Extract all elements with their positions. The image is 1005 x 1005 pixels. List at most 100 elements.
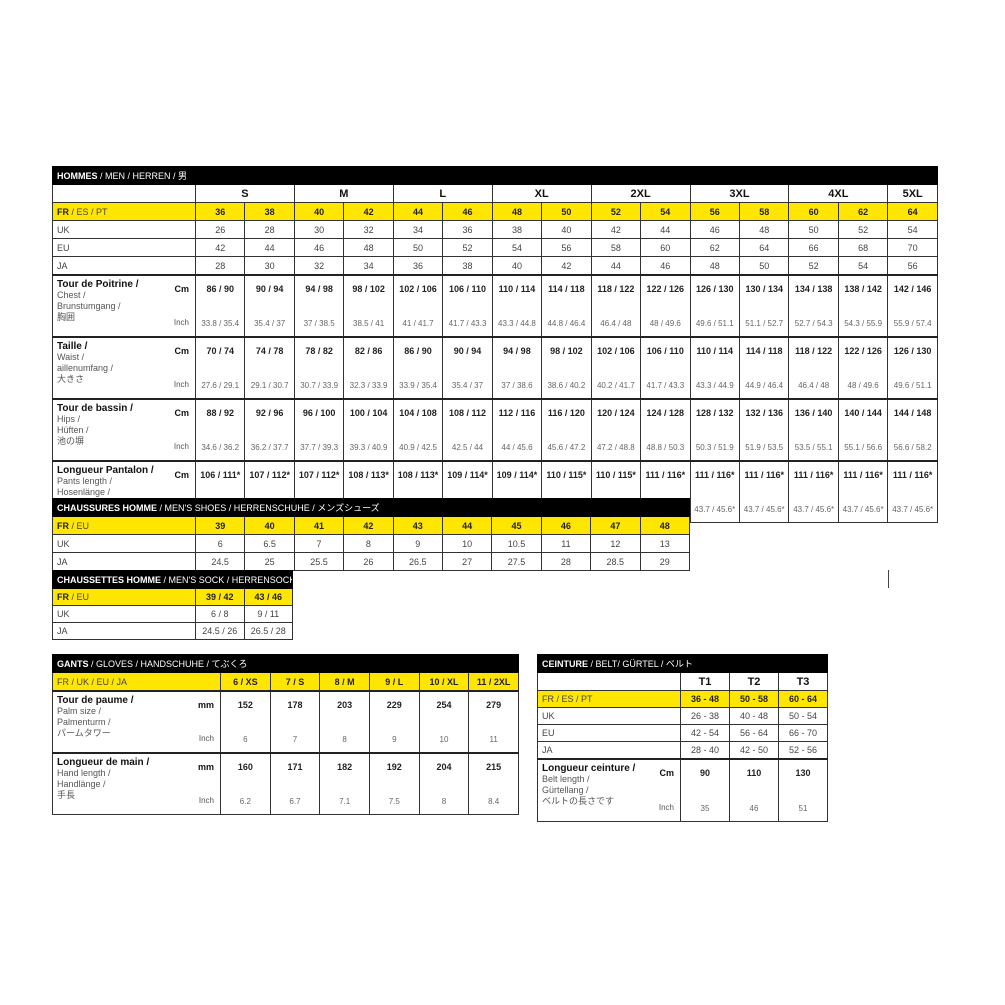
measurement-cell: 82 / 86 32.3 / 33.9 <box>343 336 394 400</box>
size-group-3xl: 3XL <box>689 184 790 203</box>
value-primary: 82 / 86 <box>354 346 383 356</box>
measurement-title: Longueur ceinture / <box>542 763 636 774</box>
size-cell: 58 <box>590 238 642 257</box>
value-secondary: 51 <box>798 804 808 813</box>
size-cell: 24.5 / 26 <box>195 622 245 640</box>
measurement-cell: 98 / 102 38.5 / 41 <box>343 274 394 338</box>
value-primary: 229 <box>386 700 402 710</box>
value-primary: 90 <box>699 768 710 778</box>
size-cell: 38 <box>491 220 543 239</box>
measurement-translation: Hüften / <box>57 425 89 435</box>
row-label-text: / ES / PT <box>69 206 108 217</box>
size-cell: 36 <box>194 202 246 221</box>
section-header: GANTS / GLOVES / HANDSCHUHE / てぶくろ <box>52 654 519 673</box>
measurement-cell: 136 / 140 53.5 / 55.1 <box>788 398 839 462</box>
size-cell: 46 <box>540 516 592 535</box>
value-secondary: 41 / 41.7 <box>402 319 434 328</box>
measurement-cell: 182 7.1 <box>319 752 370 815</box>
row-label: FR / EU <box>52 588 196 606</box>
size-cell: 48 <box>639 516 691 535</box>
row-label-bold: FR <box>57 206 69 217</box>
unit-label-primary: Cm <box>174 346 189 356</box>
measurement-cell: 112 / 116 44 / 45.6 <box>491 398 543 462</box>
size-cell: 58 <box>738 202 790 221</box>
measurement-cell: 138 / 142 54.3 / 55.9 <box>837 274 889 338</box>
section-title: GANTS / GLOVES / HANDSCHUHE / てぶくろ <box>52 654 519 673</box>
size-cell: 9 / 11 <box>243 605 293 623</box>
measurement-cell: 86 / 90 33.8 / 35.4 <box>194 274 246 338</box>
value-secondary: 37 / 38.6 <box>501 381 533 390</box>
measurement-translation: Waist / <box>57 352 85 362</box>
value-primary: 106 / 111* <box>200 470 241 480</box>
size-group-row: S M L XL 2XL 3XL 4XL 5XL <box>52 184 938 203</box>
measurement-cell: 130 / 134 51.1 / 52.7 <box>738 274 790 338</box>
unit-label-secondary: Inch <box>173 380 189 389</box>
section-title-bold: GANTS <box>57 659 89 669</box>
unit-label-secondary: Inch <box>658 803 674 812</box>
value-secondary: 44 / 45.6 <box>501 443 533 452</box>
measurement-cell: 92 / 96 36.2 / 37.7 <box>244 398 295 462</box>
value-primary: 107 / 112* <box>249 470 290 480</box>
value-primary: 111 / 116* <box>793 470 834 480</box>
size-group-s: S <box>195 184 295 203</box>
measurement-cell: 116 / 120 45.6 / 47.2 <box>541 398 592 462</box>
size-cell: 32 <box>293 256 345 276</box>
size-cell: 70 <box>887 238 938 257</box>
measurement-cell: 90 / 94 35.4 / 37 <box>244 274 295 338</box>
size-group-l: L <box>392 184 493 203</box>
size-cell: 30 <box>293 220 345 239</box>
measurement-row: Tour de Poitrine / Chest / Brunstumgang / 胸… <box>52 274 938 338</box>
measurement-cell: 110 46 <box>729 758 779 822</box>
measurement-cell: 102 / 106 40.2 / 41.7 <box>590 336 642 400</box>
men-size-table: HOMMES / MEN / HERREN / 男 S M L XL 2XL 3XL 4XL 5… <box>52 166 938 523</box>
value-secondary: 38.5 / 41 <box>353 319 385 328</box>
value-primary: 111 / 116* <box>694 470 735 480</box>
measurement-translation: Brunstumgang / <box>57 301 121 311</box>
size-cell: 10.5 <box>491 534 542 553</box>
value-secondary: 43.7 / 45.6* <box>892 505 934 514</box>
size-cell: 46 <box>689 220 740 239</box>
measurement-translation: パームタワー <box>57 728 111 738</box>
section-title: CHAUSSURES HOMME / MEN'S SHOES / HERRENS… <box>52 498 690 517</box>
value-primary: 109 / 114* <box>496 470 538 480</box>
size-cell: 40 <box>244 516 295 535</box>
size-group-blank <box>52 184 196 203</box>
size-cell: 6.5 <box>244 534 295 553</box>
size-cell: 64 <box>738 238 790 257</box>
size-cell: 28 <box>244 220 295 239</box>
measurement-translation: 池の塀 <box>57 436 85 446</box>
size-cell: 34 <box>343 256 394 276</box>
value-primary: 88 / 92 <box>206 408 234 418</box>
measurement-cell: 279 11 <box>468 690 519 754</box>
size-cell: 42 <box>194 238 246 257</box>
value-secondary: 55.1 / 56.6 <box>844 443 883 452</box>
value-primary: 182 <box>337 762 353 772</box>
measurement-translation: 大きさ <box>57 374 85 384</box>
unit-label-secondary: Inch <box>198 796 214 805</box>
measurement-row: Tour de bassin / Hips / Hüften / 池の塀 Cm Inch 8… <box>52 398 938 462</box>
value-secondary: 33.8 / 35.4 <box>201 319 240 328</box>
size-cell: 24.5 <box>194 552 246 571</box>
size-group-5xl: 5XL <box>887 184 938 203</box>
belt-size-table: CEINTURE / BELT/ GÜRTEL / ベルト T1 T2 T3 FR / … <box>537 654 828 822</box>
value-secondary: 40.2 / 41.7 <box>596 381 635 390</box>
measurement-cell: 100 / 104 39.3 / 40.9 <box>343 398 394 462</box>
value-secondary: 8 <box>441 797 447 806</box>
value-secondary: 48 / 49.6 <box>847 381 879 390</box>
unit-label-primary: mm <box>197 762 214 772</box>
conversion-row: UK 26 28 30 32 34 36 38 40 42 44 46 48 50 52 54 <box>52 220 938 239</box>
size-cell: 8 <box>343 534 394 553</box>
section-title: CHAUSSETTES HOMME / MEN'S SOCK / HERRENS… <box>52 570 293 589</box>
row-label: FR / ES / PT <box>52 202 196 221</box>
value-primary: 126 / 130 <box>695 284 734 294</box>
value-secondary: 34.6 / 36.2 <box>201 443 240 452</box>
size-cell: 26 - 38 <box>680 707 730 725</box>
size-cell: 50 <box>392 238 444 257</box>
row-label: FR / EU <box>52 516 196 535</box>
measurement-cell: 122 / 126 48 / 49.6 <box>640 274 691 338</box>
measurement-cell: 104 / 108 40.9 / 42.5 <box>392 398 444 462</box>
value-primary: 132 / 136 <box>745 408 783 418</box>
size-cell: 26.5 / 28 <box>243 622 293 640</box>
value-secondary: 35.4 / 37 <box>254 319 286 328</box>
conversion-row: UK 26 - 38 40 - 48 50 - 54 <box>537 707 828 725</box>
